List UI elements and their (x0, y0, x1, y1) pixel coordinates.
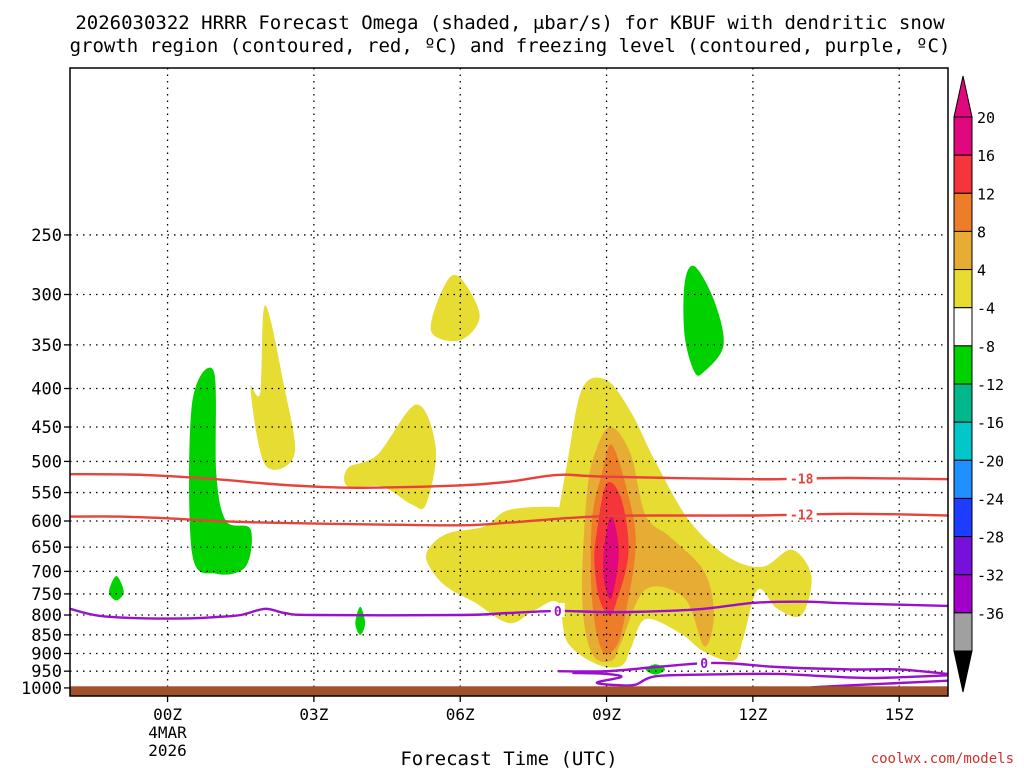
colorbar-label: 20 (977, 109, 995, 127)
y-tick-label: 650 (31, 538, 62, 558)
omega-region (344, 404, 437, 510)
colorbar-swatch (953, 230, 973, 271)
colorbar-label: -8 (977, 338, 995, 356)
y-tick-label: 800 (31, 606, 62, 626)
chart-title-line-2: growth region (contoured, red, ºC) and f… (70, 35, 951, 57)
omega-region (250, 305, 296, 470)
colorbar-swatch (953, 612, 973, 652)
x-tick-label: 09Z (592, 705, 621, 724)
credit-text: coolwx.com/models (871, 751, 1014, 767)
plot-frame (69, 67, 949, 697)
y-tick-label: 750 (31, 585, 62, 605)
colorbar-swatch (953, 459, 973, 499)
contour-line-freezing-level-low (557, 661, 949, 676)
colorbar-swatch (953, 116, 973, 156)
contour-label: -18 (790, 473, 814, 488)
y-tick-label: 700 (31, 562, 62, 582)
colorbar-label: -4 (977, 300, 995, 318)
y-tick-label: 500 (31, 452, 62, 472)
contour-label: 0 (700, 657, 708, 672)
colorbar-swatch (953, 383, 973, 423)
x-tick-label: 03Z (299, 705, 328, 724)
y-tick-label: 250 (31, 226, 62, 246)
contour-label: -12 (790, 509, 813, 524)
y-tick-label: 550 (31, 484, 62, 504)
contour-label-bg (786, 506, 817, 521)
x-tick-label: 15Z (885, 705, 914, 724)
colorbar-swatch (953, 536, 973, 576)
colorbar-top-arrow (953, 75, 973, 118)
plot-area: -18 -12 0 0 (69, 67, 949, 697)
colorbar-swatch (953, 345, 973, 385)
x-tick-label: 12Z (738, 705, 767, 724)
colorbar-label: -12 (977, 376, 1004, 394)
y-axis: 2503003504004505005506006507007508008509… (21, 226, 70, 699)
colorbar-swatch (953, 421, 973, 461)
y-tick-label: 300 (31, 286, 62, 306)
omega-region (683, 265, 724, 376)
colorbar-label: -24 (977, 490, 1004, 508)
colorbar-bottom-arrow (953, 650, 973, 693)
colorbar-swatch (953, 192, 973, 232)
x-axis-label: Forecast Time (UTC) (400, 748, 617, 768)
contour-line-dendritic-bottom (69, 512, 949, 527)
colorbar-swatch (953, 154, 973, 194)
y-tick-label: 1000 (21, 679, 62, 699)
contour-label: 0 (554, 605, 562, 620)
x-tick-label: 06Z (446, 705, 475, 724)
omega-region (430, 274, 480, 342)
colorbar-label: 12 (977, 185, 995, 203)
colorbar-swatch (953, 307, 973, 347)
omega-region (109, 576, 124, 601)
colorbar-label: 16 (977, 147, 995, 165)
x-tick-date: 4MAR (148, 723, 187, 742)
y-tick-label: 950 (31, 662, 62, 682)
y-tick-label: 850 (31, 626, 62, 646)
colorbar-label: -16 (977, 414, 1004, 432)
chart-title-line-1: 2026030322 HRRR Forecast Omega (shaded, … (75, 12, 945, 34)
x-tick-label: 00Z (153, 705, 182, 724)
colorbar-label: -28 (977, 529, 1004, 547)
colorbar-swatch (953, 269, 973, 309)
y-tick-label: 350 (31, 336, 62, 356)
colorbar-label: -20 (977, 452, 1004, 470)
gridlines (70, 68, 948, 696)
x-tick-year: 2026 (148, 741, 187, 760)
y-tick-label: 600 (31, 512, 62, 532)
colorbar-label: -36 (977, 605, 1004, 623)
contour-line-freezing-level (69, 600, 949, 620)
contour-line-freezing-level-surface (572, 671, 949, 687)
colorbar-label: 8 (977, 223, 986, 241)
contour-label-bg (697, 655, 712, 670)
omega-region (189, 367, 252, 575)
colorbar-swatch (953, 574, 973, 614)
colorbar-label: -32 (977, 567, 1004, 585)
contour-label-bg (786, 470, 817, 485)
colorbar-label: 4 (977, 262, 986, 280)
y-tick-label: 400 (31, 380, 62, 400)
y-tick-label: 450 (31, 418, 62, 438)
y-tick-label: 900 (31, 645, 62, 665)
contour-label-bg (550, 602, 565, 617)
omega-region (355, 606, 366, 635)
ground-surface (70, 686, 948, 696)
colorbar-swatch (953, 497, 973, 538)
colorbar: 20 16 12 8 4 -4 -8 -12 -16 -20 -24 -28 -32 -36 (953, 75, 1004, 693)
